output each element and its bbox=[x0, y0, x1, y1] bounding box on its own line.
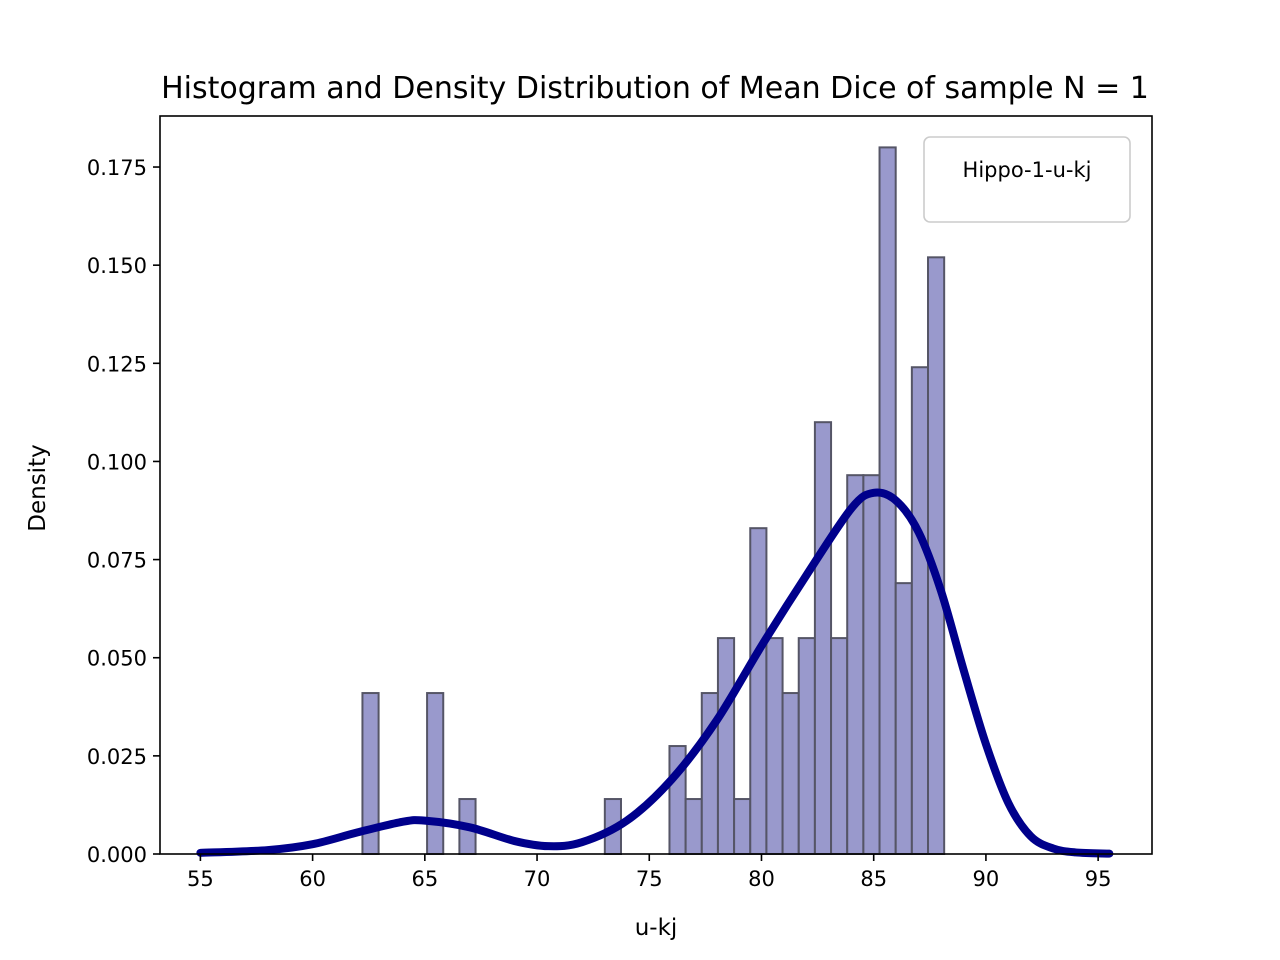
x-tick-label: 95 bbox=[1085, 867, 1112, 891]
histogram-bar bbox=[781, 692, 800, 855]
x-tick-label: 70 bbox=[524, 867, 551, 891]
plot-frame bbox=[159, 115, 1153, 855]
histogram-bar bbox=[733, 798, 752, 855]
histogram-bar bbox=[716, 637, 736, 855]
y-tick-label: 0.100 bbox=[87, 450, 147, 474]
chart-title: Histogram and Density Distribution of Me… bbox=[161, 71, 1149, 106]
y-tick-label: 0.025 bbox=[87, 745, 147, 769]
histogram-bar bbox=[813, 421, 833, 855]
histogram-bar bbox=[910, 366, 930, 855]
y-tick-label: 0.000 bbox=[87, 843, 147, 867]
x-tick-label: 55 bbox=[187, 867, 214, 891]
histogram-bar bbox=[862, 474, 881, 855]
x-tick-label: 80 bbox=[748, 867, 775, 891]
x-tick-label: 85 bbox=[860, 867, 887, 891]
y-axis-label: Density bbox=[25, 444, 51, 531]
y-axis-ticks: 0.000 0.025 0.050 0.075 0.100 0.125 0.150 0.175 bbox=[87, 156, 160, 867]
histogram-bars bbox=[361, 146, 946, 855]
x-axis-ticks: 55 60 65 70 75 80 85 90 95 bbox=[187, 854, 1112, 891]
histogram-bar bbox=[749, 527, 768, 855]
y-tick-label: 0.075 bbox=[87, 549, 147, 573]
x-tick-label: 60 bbox=[299, 867, 326, 891]
x-tick-label: 90 bbox=[973, 867, 1000, 891]
histogram-bar bbox=[797, 637, 816, 855]
y-tick-label: 0.125 bbox=[87, 352, 147, 376]
legend: Hippo-1-u-kj bbox=[923, 136, 1131, 223]
density-curve-layer bbox=[196, 488, 1114, 858]
histogram-bar bbox=[830, 637, 849, 855]
x-tick-label: 65 bbox=[411, 867, 438, 891]
x-tick-label: 75 bbox=[636, 867, 663, 891]
histogram-bar bbox=[846, 474, 865, 855]
legend-entry-label: Hippo-1-u-kj bbox=[963, 158, 1092, 182]
histogram-bar bbox=[765, 637, 784, 855]
legend-box bbox=[923, 136, 1131, 223]
y-tick-label: 0.175 bbox=[87, 156, 147, 180]
y-tick-label: 0.050 bbox=[87, 647, 147, 671]
histogram-bar bbox=[426, 692, 445, 855]
histogram-bar bbox=[684, 798, 703, 855]
histogram-bar bbox=[894, 582, 913, 855]
x-axis-label: u-kj bbox=[635, 915, 678, 941]
density-curve-line bbox=[196, 488, 1114, 858]
y-tick-label: 0.150 bbox=[87, 254, 147, 278]
